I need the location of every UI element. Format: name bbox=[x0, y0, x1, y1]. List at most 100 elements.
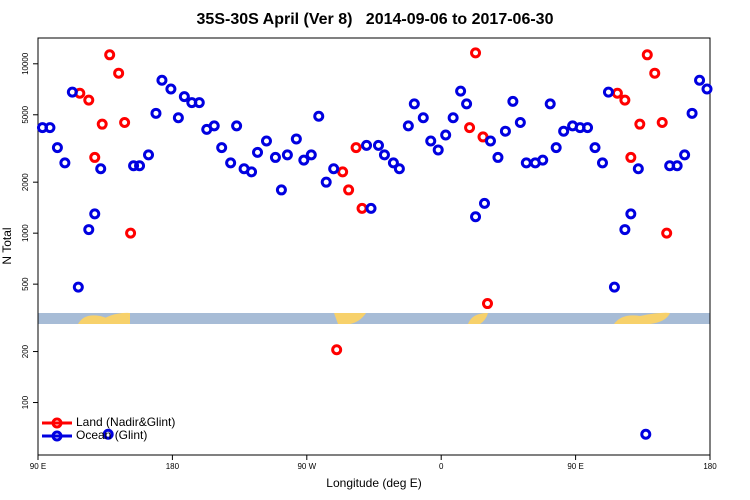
point bbox=[44, 122, 56, 134]
point bbox=[165, 83, 177, 95]
point bbox=[484, 135, 496, 147]
point bbox=[611, 87, 623, 99]
point bbox=[393, 163, 405, 175]
point bbox=[464, 122, 476, 134]
point bbox=[589, 142, 601, 154]
point bbox=[83, 94, 95, 106]
point bbox=[208, 120, 220, 132]
point bbox=[625, 151, 637, 163]
y-tick-label: 200 bbox=[21, 344, 30, 358]
point bbox=[641, 49, 653, 61]
point bbox=[328, 163, 340, 175]
point bbox=[619, 94, 631, 106]
chart-title: 35S-30S April (Ver 8) 2014-09-06 to 2017… bbox=[197, 11, 554, 28]
point bbox=[537, 154, 549, 166]
point bbox=[425, 135, 437, 147]
point bbox=[447, 112, 459, 124]
point bbox=[520, 157, 532, 169]
point bbox=[470, 211, 482, 223]
point bbox=[102, 428, 114, 440]
legend-marker bbox=[51, 417, 63, 429]
point bbox=[455, 85, 467, 97]
point bbox=[231, 120, 243, 132]
point bbox=[470, 47, 482, 59]
point bbox=[356, 202, 368, 214]
point bbox=[499, 125, 511, 137]
y-tick-label: 10000 bbox=[21, 52, 30, 75]
point bbox=[671, 160, 683, 172]
point bbox=[608, 281, 620, 293]
x-tick-label: 180 bbox=[166, 462, 180, 471]
point bbox=[216, 142, 228, 154]
point bbox=[59, 157, 71, 169]
point bbox=[89, 151, 101, 163]
point bbox=[350, 142, 362, 154]
point bbox=[143, 149, 155, 161]
point bbox=[83, 224, 95, 236]
point bbox=[252, 146, 264, 158]
point bbox=[72, 281, 84, 293]
point bbox=[558, 125, 570, 137]
point bbox=[156, 74, 168, 86]
point bbox=[178, 91, 190, 103]
x-tick-label: 90 W bbox=[297, 462, 316, 471]
point bbox=[104, 49, 116, 61]
point bbox=[134, 160, 146, 172]
point bbox=[128, 160, 140, 172]
point bbox=[320, 176, 332, 188]
point bbox=[679, 149, 691, 161]
point bbox=[625, 208, 637, 220]
point bbox=[550, 142, 562, 154]
point bbox=[150, 107, 162, 119]
y-tick-label: 5000 bbox=[21, 105, 30, 123]
point bbox=[378, 149, 390, 161]
y-tick-label: 1000 bbox=[21, 224, 30, 242]
legend-marker bbox=[51, 430, 63, 442]
point bbox=[432, 144, 444, 156]
point bbox=[365, 202, 377, 214]
point bbox=[95, 163, 107, 175]
point bbox=[225, 157, 237, 169]
point bbox=[479, 197, 491, 209]
point bbox=[507, 95, 519, 107]
x-tick-label: 180 bbox=[703, 462, 717, 471]
point bbox=[260, 135, 272, 147]
point bbox=[649, 67, 661, 79]
point bbox=[275, 184, 287, 196]
point bbox=[246, 166, 258, 178]
point bbox=[619, 224, 631, 236]
legend-label: Ocean (Glint) bbox=[76, 428, 147, 442]
point bbox=[372, 139, 384, 151]
point bbox=[281, 149, 293, 161]
point bbox=[96, 118, 108, 130]
point bbox=[686, 107, 698, 119]
point bbox=[632, 163, 644, 175]
point bbox=[417, 112, 429, 124]
point bbox=[313, 110, 325, 122]
x-axis-label: Longitude (deg E) bbox=[326, 476, 421, 490]
point bbox=[596, 157, 608, 169]
point bbox=[582, 122, 594, 134]
point bbox=[305, 149, 317, 161]
point bbox=[440, 129, 452, 141]
point bbox=[544, 98, 556, 110]
point bbox=[269, 151, 281, 163]
point bbox=[402, 120, 414, 132]
point bbox=[640, 428, 652, 440]
y-axis-label: N Total bbox=[0, 227, 14, 264]
y-tick-label: 500 bbox=[21, 277, 30, 291]
y-tick-label: 100 bbox=[21, 395, 30, 409]
point bbox=[656, 117, 668, 129]
point bbox=[343, 184, 355, 196]
point bbox=[119, 117, 131, 129]
x-tick-label: 0 bbox=[439, 462, 444, 471]
legend-label: Land (Nadir&Glint) bbox=[76, 415, 175, 429]
point bbox=[694, 74, 706, 86]
point bbox=[125, 227, 137, 239]
point bbox=[172, 112, 184, 124]
point bbox=[387, 157, 399, 169]
plot-frame bbox=[37, 37, 711, 456]
x-tick-label: 90 E bbox=[30, 462, 46, 471]
land-strip bbox=[38, 312, 710, 324]
